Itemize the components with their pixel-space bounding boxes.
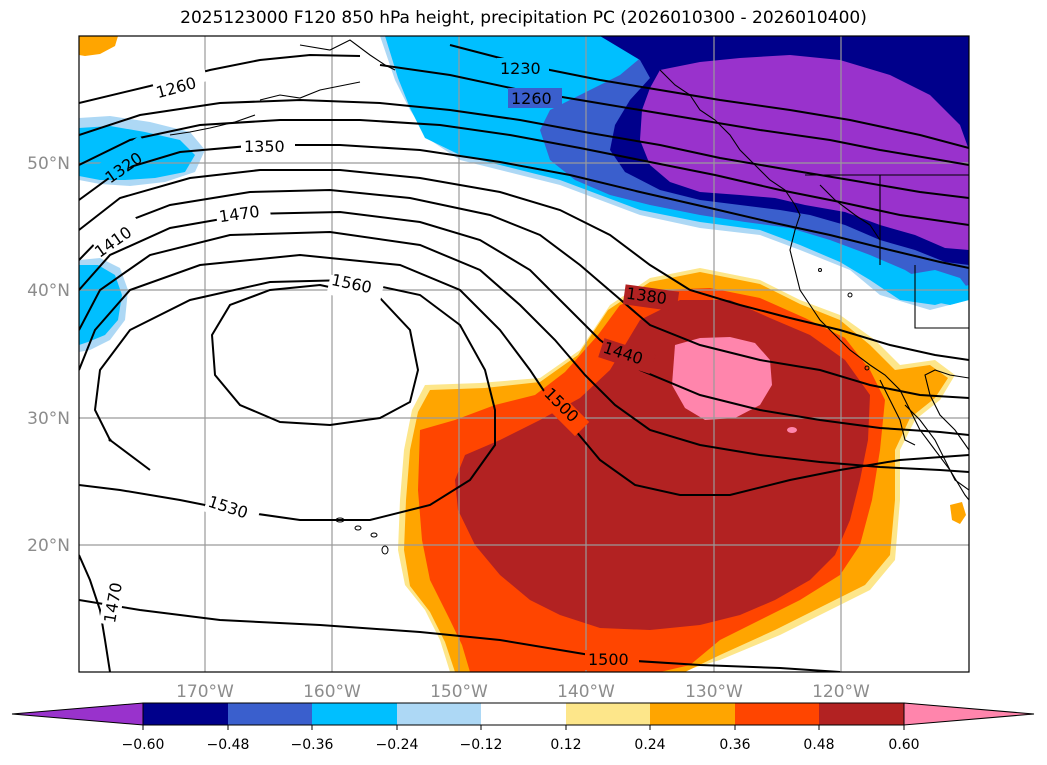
contour-1410 <box>79 188 969 399</box>
colorbar-segment <box>819 703 904 725</box>
contour-label: 1230 <box>500 59 541 78</box>
lat-tick-label: 40°N <box>27 281 70 301</box>
contour-label: 1260 <box>511 89 552 108</box>
map-frame <box>78 35 970 673</box>
colorbar-segment <box>481 703 566 725</box>
colorbar-tick-label: 0.12 <box>550 737 581 753</box>
colorbar-tick-label: 0.36 <box>719 737 750 753</box>
contour-1290 <box>79 98 969 199</box>
contour-1260-east <box>379 64 969 166</box>
lat-tick-label: 20°N <box>27 536 70 556</box>
colorbar-segment <box>312 703 397 725</box>
pc-patch-west-mid-inner <box>79 265 122 345</box>
colorbar-extend-high <box>903 702 1035 726</box>
colorbar-tick-label: −0.24 <box>376 737 419 753</box>
contour-label-group: 1230 1260 1260 1320 1350 1410 1470 1560 … <box>88 58 680 670</box>
lon-tick-label: 150°W <box>430 682 488 702</box>
colorbar: −0.60 −0.48 −0.36 −0.24 −0.12 0.12 0.24 … <box>11 702 1035 753</box>
islands <box>108 268 870 555</box>
pc-patch-nw-orange <box>79 36 118 56</box>
colorbar-segment <box>143 703 228 725</box>
lon-tick-label: 120°W <box>812 682 870 702</box>
colorbar-tick-label: −0.60 <box>122 737 165 753</box>
colorbar-extend-low <box>11 702 144 726</box>
colorbar-tick-label: −0.36 <box>291 737 334 753</box>
lon-tick-label: 160°W <box>303 682 361 702</box>
pc-patch-baja <box>950 502 966 524</box>
coastlines <box>169 39 969 501</box>
lat-tick-label: 50°N <box>27 154 70 174</box>
graticule <box>79 36 969 672</box>
contour-label: 1500 <box>588 650 629 669</box>
colorbar-segment <box>228 703 312 725</box>
contour-1500-south <box>79 599 841 672</box>
pc-patch-coast-blue <box>905 270 969 305</box>
colorbar-outline <box>142 702 905 726</box>
lon-tick-label: 170°W <box>176 682 234 702</box>
contour-1350 <box>79 144 969 269</box>
contour-1260-north <box>79 53 361 104</box>
contour-1560 <box>210 283 420 427</box>
lon-tick-label: 130°W <box>685 682 743 702</box>
colorbar-tick-label: −0.12 <box>460 737 503 753</box>
pc-spot-pink <box>787 427 797 433</box>
contour-1470 <box>79 230 969 473</box>
contour-1380 <box>79 169 969 361</box>
colorbar-tick-label: 0.60 <box>888 737 919 753</box>
lat-tick-label: 30°N <box>27 409 70 429</box>
contour-1320 <box>79 119 969 226</box>
lat-labels: 20°N 30°N 40°N 50°N <box>27 154 70 556</box>
contour-label: 1350 <box>244 137 285 156</box>
contour-1470-south <box>79 554 111 672</box>
colorbar-tick-label: 0.24 <box>634 737 665 753</box>
colorbar-segment <box>397 703 481 725</box>
colorbar-segment <box>566 703 650 725</box>
lon-tick-label: 140°W <box>557 682 615 702</box>
colorbar-tick-label: 0.48 <box>803 737 834 753</box>
lon-labels: 170°W 160°W 150°W 140°W 130°W 120°W <box>176 682 870 702</box>
colorbar-segment <box>735 703 819 725</box>
pc-band-neg060 <box>640 55 969 250</box>
colorbar-tick-label: −0.48 <box>207 737 250 753</box>
colorbar-segment <box>650 703 735 725</box>
chart-title: 2025123000 F120 850 hPa height, precipit… <box>180 8 867 28</box>
